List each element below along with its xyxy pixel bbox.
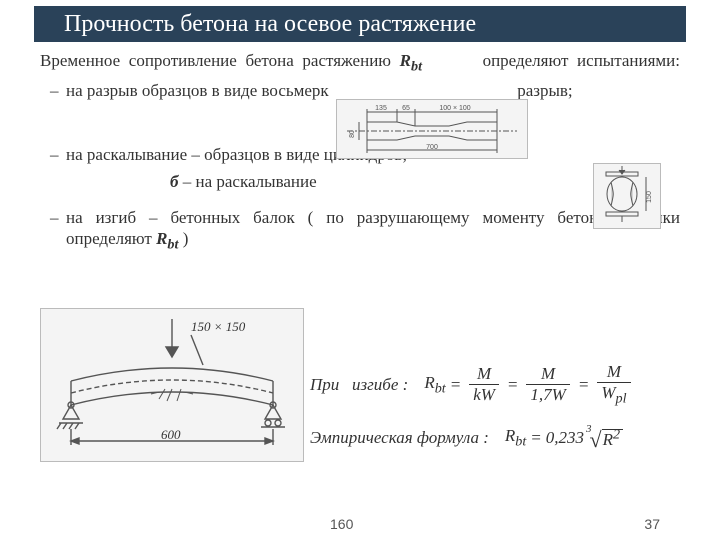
f1-frac1: МkW: [469, 364, 499, 405]
title-bar: Прочность бетона на осевое растяжение: [34, 6, 686, 42]
slide-footer: 160 37: [0, 516, 720, 532]
figure-c-bending-beam: 150 × 150 600: [40, 308, 304, 462]
formulas-block: При изгибе : Rbt = МkW = М1,7W = МWpl Эм…: [310, 362, 635, 469]
item1-post: разрыв;: [517, 81, 572, 100]
item3-post: ): [178, 229, 188, 248]
slide: Прочность бетона на осевое растяжение Вр…: [0, 0, 720, 540]
figa-dim-700: 700: [426, 144, 438, 151]
f1-frac3: МWpl: [597, 362, 630, 407]
footer-page-number: 37: [644, 516, 660, 532]
item3-var: Rbt: [156, 229, 178, 248]
intro-text: Временное сопротивление бетона растяжени…: [40, 50, 680, 76]
figa-dim-65: 65: [402, 105, 410, 112]
f2-coef: 0,233: [546, 428, 584, 448]
caption-b: б – на раскалывание: [40, 171, 680, 192]
f1-frac2: М1,7W: [526, 364, 569, 405]
figc-dim-600: 600: [161, 427, 181, 442]
formula-bending: При изгибе : Rbt = МkW = М1,7W = МWpl: [310, 362, 635, 407]
figure-b-splitting-cylinder: 150: [593, 163, 661, 229]
item-bending: на изгиб – бетонных балок ( по разрушающ…: [40, 207, 680, 254]
figure-a-tensile-specimen: 135 65 100 × 100 700 80: [336, 99, 528, 159]
figc-cross-section: 150 × 150: [191, 319, 246, 334]
f2-lhs: Rbt: [505, 426, 526, 450]
footer-left: 160: [330, 516, 353, 532]
item1-pre: на разрыв образцов в виде восьмерк: [66, 81, 329, 100]
intro-var: Rbt: [400, 51, 422, 70]
formula-empirical: Эмпирическая формула : Rbt = 0,233 3 √R2: [310, 425, 635, 451]
figa-dim-100x100: 100 × 100: [439, 105, 470, 112]
figb-dim-150: 150: [646, 191, 653, 203]
intro-post: определяют испытаниями:: [474, 51, 680, 70]
f2-radical: √R2: [590, 425, 624, 451]
figa-dim-135: 135: [375, 105, 387, 112]
intro-pre: Временное сопротивление бетона растяжени…: [40, 51, 400, 70]
slide-title: Прочность бетона на осевое растяжение: [64, 11, 476, 38]
f1-lhs: Rbt: [424, 373, 445, 397]
figa-dim-80: 80: [349, 130, 356, 138]
